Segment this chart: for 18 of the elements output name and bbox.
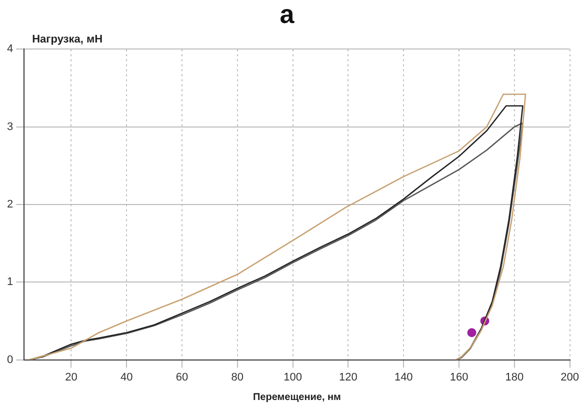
x-tick-label: 140	[394, 371, 413, 384]
y-tick-label: 3	[6, 120, 14, 133]
chart-title: а	[280, 0, 295, 29]
x-tick-label: 120	[339, 371, 358, 384]
y-axis-title: Нагрузка, мН	[32, 34, 103, 46]
x-tick-label: 180	[505, 371, 524, 384]
x-tick-label: 80	[231, 371, 244, 384]
x-axis-title: Перемещение, нм	[252, 392, 341, 403]
x-tick-label: 60	[176, 371, 188, 384]
x-tick-label: 20	[65, 371, 78, 384]
y-tick-label: 2	[6, 198, 14, 211]
y-tick-label: 1	[6, 276, 14, 288]
y-tick-label: 0	[6, 354, 14, 366]
y-tick-label: 4	[6, 43, 14, 56]
x-tick-label: 200	[560, 371, 580, 384]
x-tick-label: 100	[284, 371, 302, 384]
x-tick-label: 40	[120, 371, 133, 384]
x-tick-label: 160	[450, 371, 468, 384]
